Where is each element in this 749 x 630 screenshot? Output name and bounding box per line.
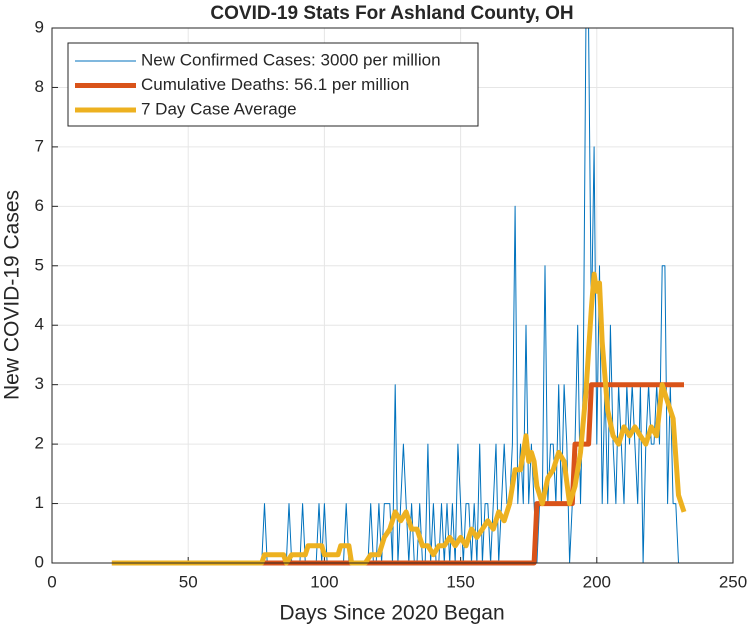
x-tick-label: 150 — [446, 572, 474, 591]
x-tick-label: 250 — [719, 572, 747, 591]
series-line — [111, 271, 687, 566]
y-tick-label: 1 — [35, 493, 44, 512]
legend-box — [67, 42, 479, 127]
y-tick-label: 3 — [35, 374, 44, 393]
y-tick-label: 7 — [35, 136, 44, 155]
axes-box — [51, 27, 734, 564]
chart-title: COVID-19 Stats For Ashland County, OH — [210, 3, 573, 24]
y-tick-label: 6 — [35, 196, 44, 215]
x-tick-label: 100 — [310, 572, 338, 591]
x-tick-label: 200 — [583, 572, 611, 591]
y-tick-label: 4 — [35, 315, 44, 334]
y-tick-label: 5 — [35, 255, 44, 274]
x-tick-label: 0 — [47, 572, 56, 591]
y-tick-label: 2 — [35, 434, 44, 453]
y-tick-label: 8 — [35, 77, 44, 96]
y-axis-label: New COVID-19 Cases — [1, 190, 24, 400]
y-tick-label: 9 — [35, 17, 44, 36]
y-tick-label: 0 — [35, 552, 44, 571]
legend-label: New Confirmed Cases: 3000 per million — [141, 50, 441, 69]
x-axis-label: Days Since 2020 Began — [279, 602, 504, 625]
legend-label: Cumulative Deaths: 56.1 per million — [141, 75, 409, 94]
legend-label: 7 Day Case Average — [141, 99, 297, 118]
x-tick-label: 50 — [179, 572, 198, 591]
